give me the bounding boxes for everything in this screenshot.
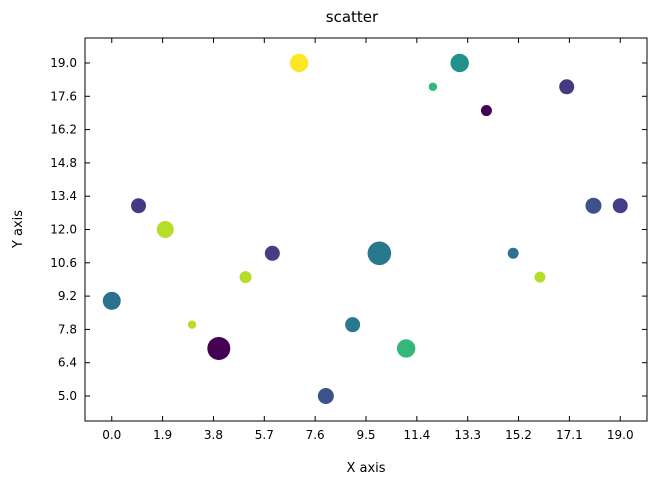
scatter-point-6: [264, 245, 280, 261]
scatter-point-0: [102, 291, 121, 310]
y-tick-label-8: 16.2: [50, 123, 77, 137]
x-axis-ticks: 0.0 1.9 3.8 5.7 7.6 9.5 11.4 13.3 15.2 17.1 19.0: [102, 38, 634, 442]
scatter-point-1: [131, 198, 147, 214]
scatter-point-13: [450, 53, 469, 73]
scatter-point-12: [428, 82, 438, 91]
scatter-point-2: [156, 221, 174, 238]
scatter-point-11: [396, 339, 416, 358]
x-tick-label-8: 15.2: [505, 428, 532, 442]
x-tick-label-7: 13.3: [454, 428, 481, 442]
y-tick-label-3: 9.2: [58, 289, 77, 303]
x-tick-label-2: 3.8: [204, 428, 223, 442]
scatter-point-19: [612, 198, 628, 214]
x-tick-label-10: 19.0: [607, 428, 634, 442]
x-tick-label-6: 11.4: [403, 428, 430, 442]
y-tick-label-10: 19.0: [50, 56, 77, 70]
scatter-point-10: [367, 241, 392, 266]
x-tick-label-1: 1.9: [153, 428, 172, 442]
scatter-point-17: [559, 79, 575, 95]
y-tick-label-6: 13.4: [50, 189, 77, 203]
y-axis-ticks: 5.0 6.4 7.8 9.2 10.6 12.0 13.4 14.8 16.2 17.6 19.0: [50, 56, 647, 403]
x-tick-label-0: 0.0: [102, 428, 121, 442]
scatter-point-14: [480, 105, 492, 117]
points-layer: [102, 53, 628, 405]
x-tick-label-9: 17.1: [556, 428, 583, 442]
y-tick-label-7: 14.8: [50, 156, 77, 170]
x-tick-label-4: 7.6: [306, 428, 325, 442]
y-tick-label-9: 17.6: [50, 89, 77, 103]
scatter-point-9: [345, 317, 361, 333]
x-tick-label-5: 9.5: [356, 428, 375, 442]
scatter-point-5: [239, 271, 252, 284]
y-tick-label-4: 10.6: [50, 256, 77, 270]
scatter-point-18: [585, 197, 602, 214]
y-tick-label-0: 5.0: [58, 389, 77, 403]
scatter-point-4: [207, 336, 231, 360]
scatter-point-15: [507, 247, 519, 259]
chart-title: scatter: [326, 8, 379, 26]
y-axis-label: Y axis: [11, 210, 26, 249]
scatter-point-7: [289, 53, 309, 73]
y-tick-label-1: 6.4: [58, 356, 77, 370]
scatter-point-16: [534, 271, 546, 283]
scatter-point-3: [187, 320, 197, 329]
y-tick-label-5: 12.0: [50, 223, 77, 237]
scatter-point-8: [317, 388, 334, 405]
x-axis-label: X axis: [346, 461, 385, 476]
x-tick-label-3: 5.7: [255, 428, 274, 442]
y-tick-label-2: 7.8: [58, 322, 77, 336]
